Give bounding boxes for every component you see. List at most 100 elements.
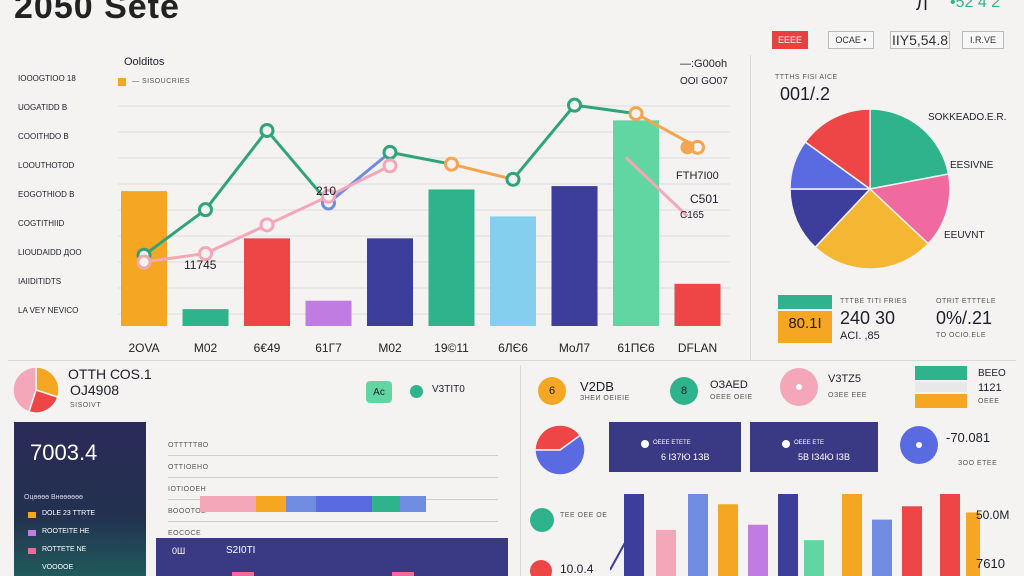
series-point [567,97,582,113]
x-tick-label: 6€49 [254,341,281,355]
pie-slice [27,389,59,414]
bar [674,283,721,326]
annotation: C165 [680,210,704,221]
bottom-right-value: 50.0M [976,508,1010,522]
page-title: 2050 Sete [14,0,180,26]
series-line [327,164,391,198]
right-stack-chip [915,394,967,408]
series-line [204,129,269,211]
series-line [451,162,514,181]
x-tick-label: 19©11 [434,341,469,355]
dark-card-row [28,548,36,554]
bottom-bar [872,519,892,576]
x-tick-label: MoЛ7 [559,341,591,355]
pie-slice [814,187,930,270]
legend-label: — SISOUCRIES [132,78,191,85]
series-line [266,194,330,227]
circle-badge[interactable]: 6 [538,377,566,405]
legend-swatch [118,78,126,86]
chip-value[interactable]: IIY5,54.8 [890,31,950,49]
bottom-bar [748,524,768,576]
series-point [505,171,521,187]
circle-sub: ОЗЕЕ ЕЕЕ [828,392,867,399]
annotation: 11745 [184,258,217,272]
lower-label: 10.0.4 [560,562,594,576]
chip-level[interactable]: I.R.VE [962,31,1004,49]
bottom-bar [966,512,980,576]
series-point [628,106,644,122]
row-label: ВОООТОЕ [168,508,207,515]
header-glyph: Л [916,0,928,14]
stacked-segment [256,496,286,512]
y-label: COGTITHIID [18,219,65,228]
main-chart-top-right-label: —:G00oh [680,58,728,70]
stat-caption: TO OCIO.ELE [936,332,987,339]
blue-circle-dot [916,442,922,448]
right-small: ВЕЕО [978,368,1006,379]
bar [182,309,229,326]
series-point [382,158,398,174]
blue-sub: ЗОО ЕТЕЕ [958,460,998,467]
bottom-bar [688,494,708,576]
pie-slice [804,108,871,191]
y-label: LOOUTHOTOD [18,161,75,170]
bottom-bar [804,540,824,576]
stacked-segment [316,496,372,512]
stat-caption: ACI. ,85 [840,330,880,342]
series-line [511,104,576,181]
main-chart: 2OVA M02 6€49 61Г7 M02 19©11 6ЛЄ6 MoЛ7 61ПЄ6 DFLA… [118,97,730,355]
stat-value: 0%/.21 [936,308,993,328]
x-tick-label: 61Г7 [315,341,342,355]
pie-slice [869,108,950,190]
dark-card-row [28,512,36,518]
circle-sub: ЗНЕИ ОЕІЕІЕ [580,395,630,402]
badge-a[interactable]: Aс [366,381,392,403]
x-tick-label: DFLAN [678,341,717,355]
band-marker [392,572,414,576]
lower-label: ТЕЕ ОЕЕ ОЕ [560,512,608,519]
bottom-bar [624,494,644,576]
badge-v-value: V3ТІТ0 [432,384,465,395]
stat-header: OTRIT ETTTELE [936,298,997,305]
list-item: ВОООТОЕ [168,500,498,522]
trend-line [610,529,633,571]
divider-vertical [750,55,751,360]
series-line [624,156,689,218]
bottom-bar [778,494,798,576]
navy-card[interactable]: ОЕЕЕ ЕТЕТЕ 6 ІЗ7Ю 1ЗВ [609,422,741,472]
teal-dot-icon [410,385,423,398]
pie-slice [12,366,37,413]
y-label: IOOOGTIOO 18 [18,74,76,83]
circle-title: V3ТZ5 [828,373,862,385]
navy-card-value: 6 ІЗ7Ю 1ЗВ [661,452,710,462]
dark-card-row-label: ROOTEITE HE [42,528,90,535]
x-tick-label: M02 [378,341,402,355]
annotation: C501 [690,192,719,206]
dark-card-row-label: DOLE 23 TTRTE [42,510,96,517]
dark-card-value: 7003.4 [30,440,98,465]
circle-title: V2DB [580,379,614,394]
chip-occase[interactable]: OCAE • [828,31,874,49]
bottom-bar [940,494,960,576]
bottom-bar [842,494,862,576]
bottom-bar-chart [610,494,980,576]
bottom-bar [902,506,922,576]
dark-card-row-label: ROTTETE NE [42,546,87,553]
lower-dot-icon [530,560,552,576]
y-label: LA VEY NEVICO [18,306,79,315]
divider-horizontal [8,360,1016,361]
side-value: 001/.2 [780,84,831,104]
stacked-segment [286,496,316,512]
y-axis-labels: IOOOGTIOO 18 UOGATIDD B COOITHDO B LOOUT… [18,74,82,335]
navy-card[interactable]: ОЕЕЕ ЕТЕ 5В ІЗ4Ю ІЗВ [750,422,878,472]
series-line [389,150,452,166]
circle-badge[interactable]: 8 [670,377,698,405]
series-point [259,122,275,138]
side-label: SOKKEADO.E.R. [928,112,1007,123]
navy-card-header: ОЕЕЕ ЕТЕТЕ [653,440,691,446]
navy-card-header: ОЕЕЕ ЕТЕ [794,440,825,446]
series-point [680,140,695,155]
right-small: ОЕЕЕ [978,398,1000,405]
chip-red[interactable]: ЕЕЕЕ [772,31,808,49]
main-chart-top-right-sub: OOI GO07 [680,76,728,87]
